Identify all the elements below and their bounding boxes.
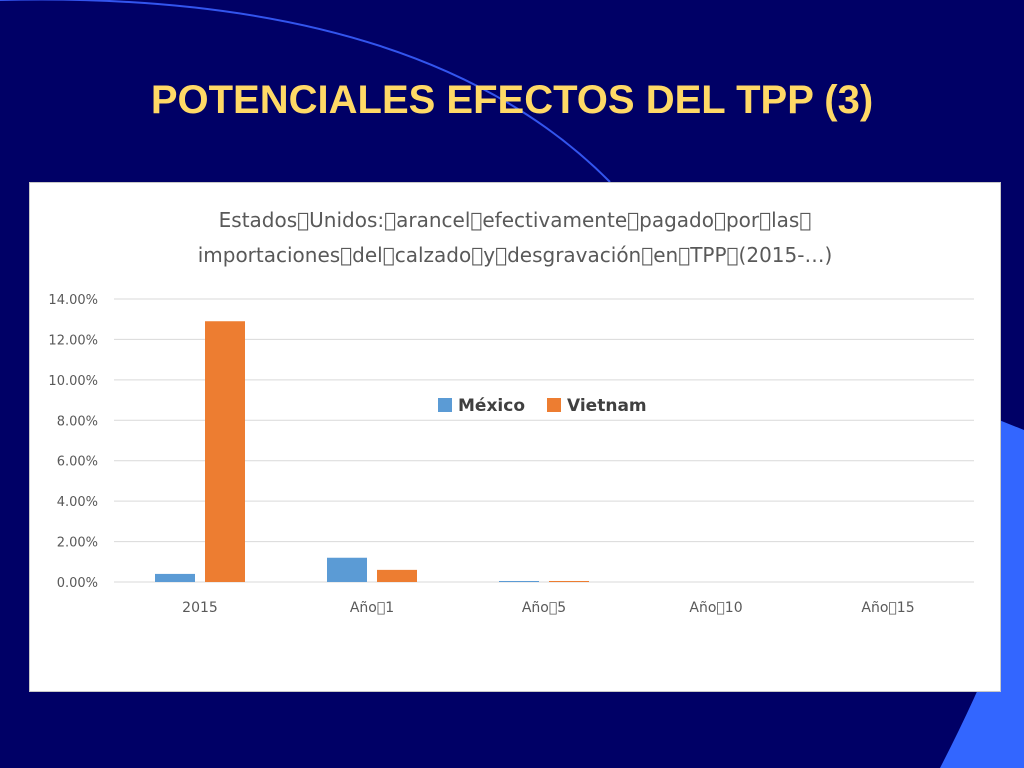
y-tick-label: 4.00% [57, 495, 98, 510]
legend-label: México [458, 396, 525, 416]
chart-title-line: Estados Unidos: arancel efectivamente pa… [219, 208, 812, 232]
legend-swatch [547, 398, 561, 412]
x-tick-label: Año 15 [861, 600, 914, 616]
legend-swatch [438, 398, 452, 412]
y-tick-label: 8.00% [57, 414, 98, 429]
x-tick-label: Año 1 [350, 600, 394, 616]
chart-panel: Estados Unidos: arancel efectivamente pa… [29, 182, 1001, 692]
y-tick-label: 14.00% [48, 293, 98, 308]
chart-title-line: importaciones del calzado y desgravación… [198, 243, 833, 267]
bar-mxico [327, 557, 367, 582]
x-tick-label: 2015 [182, 600, 218, 616]
bar-mxico [155, 573, 195, 582]
legend-label: Vietnam [567, 396, 647, 416]
bar-chart: Estados Unidos: arancel efectivamente pa… [48, 208, 974, 616]
y-tick-label: 2.00% [57, 536, 98, 551]
slide-title: POTENCIALES EFECTOS DEL TPP (3) [150, 78, 874, 122]
y-tick-label: 6.00% [57, 455, 98, 470]
bar-vietnam [549, 580, 589, 582]
bar-vietnam [377, 569, 417, 582]
y-tick-label: 10.00% [48, 374, 98, 389]
bar-mxico [499, 580, 539, 582]
y-tick-label: 12.00% [48, 333, 98, 348]
bar-vietnam [205, 321, 245, 582]
x-tick-label: Año 10 [689, 600, 742, 616]
y-tick-label: 0.00% [57, 576, 98, 591]
x-tick-label: Año 5 [522, 600, 566, 616]
